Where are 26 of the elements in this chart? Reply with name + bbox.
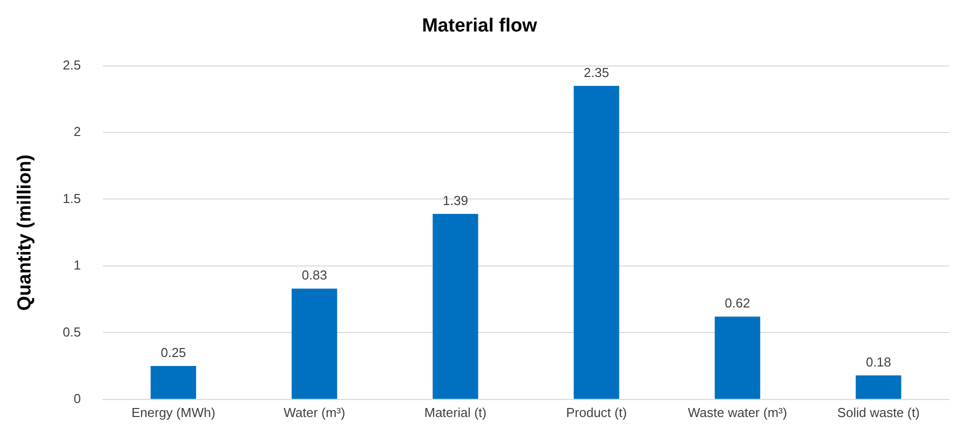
y-axis-title: Quantity (million) [14, 154, 36, 311]
x-tick-label: Material (t) [424, 404, 486, 420]
data-label: 2.35 [584, 64, 610, 80]
data-label: 1.39 [442, 192, 468, 208]
x-tick-label: Product (t) [566, 404, 627, 420]
bar [714, 316, 760, 399]
data-label: 0.18 [866, 354, 892, 370]
bar [856, 375, 902, 399]
y-tick-label: 2.5 [62, 57, 81, 72]
bar [292, 288, 338, 399]
data-label: 0.25 [160, 345, 186, 360]
data-label: 0.62 [724, 296, 750, 311]
data-label: 0.83 [302, 268, 328, 283]
y-tick-label: 1.5 [62, 190, 81, 206]
bar [150, 366, 196, 399]
y-tick-label: 0 [74, 390, 81, 406]
bar [432, 214, 478, 399]
y-tick-label: 1 [74, 258, 81, 273]
y-tick-label: 2 [74, 124, 81, 140]
bar [574, 86, 620, 399]
chart-title: Material flow [422, 16, 538, 37]
y-tick-label: 0.5 [62, 324, 81, 340]
x-tick-label: Energy (MWh) [131, 404, 216, 420]
x-tick-label: Solid waste (t) [837, 404, 920, 420]
x-tick-label: Waste water (m³) [688, 404, 788, 420]
x-tick-label: Water (m³) [284, 404, 346, 420]
